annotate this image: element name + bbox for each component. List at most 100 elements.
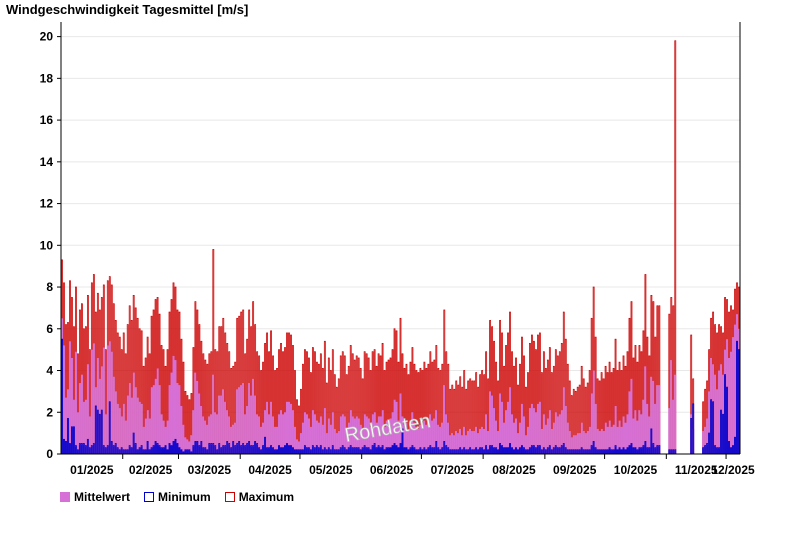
chart-title: Windgeschwindigkeit Tagesmittel [m/s] — [6, 2, 249, 17]
mean-bar — [656, 385, 659, 454]
mean-bar — [104, 414, 107, 454]
mean-bar — [612, 424, 615, 454]
mean-bar — [270, 401, 273, 454]
mean-bar — [252, 378, 255, 454]
mean-bar — [152, 385, 155, 454]
mean-bar — [174, 360, 177, 454]
mean-bar — [542, 414, 545, 454]
mean-bar — [162, 420, 165, 454]
mean-bar — [250, 395, 253, 454]
mean-bar — [86, 364, 89, 454]
mean-bar — [570, 437, 573, 454]
mean-bar — [634, 410, 637, 454]
mean-bar — [415, 426, 418, 454]
mean-bar — [246, 406, 249, 454]
mean-bar — [574, 435, 577, 454]
mean-bar — [704, 426, 707, 454]
axis-layer: 0 2 4 6 8 10 12 14 16 18 20 01/2025 02/2025 03/2025 04… — [40, 22, 755, 477]
mean-bar — [716, 389, 719, 454]
mean-bar — [720, 364, 723, 454]
mean-bar — [658, 385, 661, 454]
x-tick-label: 09/2025 — [553, 463, 597, 477]
mean-bar — [321, 424, 324, 454]
mean-bar — [128, 383, 131, 454]
mean-bar — [206, 424, 209, 454]
mean-bar — [491, 395, 494, 454]
mean-bar — [732, 337, 735, 454]
mean-bar — [357, 418, 360, 454]
mean-bar — [592, 370, 595, 454]
mean-bar — [503, 422, 506, 454]
mean-bar — [457, 433, 460, 454]
mean-bar — [652, 380, 655, 454]
mean-bar — [590, 393, 593, 454]
mean-bar — [706, 418, 709, 454]
mean-bar — [674, 374, 677, 454]
mean-bar — [546, 418, 549, 454]
mean-bar — [443, 385, 446, 454]
mean-bar — [552, 422, 555, 454]
mean-bar — [337, 431, 340, 454]
mean-bar — [630, 378, 633, 454]
mean-bar — [168, 385, 171, 454]
mean-bar — [642, 399, 645, 454]
legend-label-mean: Mittelwert — [74, 490, 131, 504]
mean-bar — [301, 422, 304, 454]
mean-bar — [499, 393, 502, 454]
mean-bar — [550, 428, 553, 454]
mean-bar — [526, 426, 529, 454]
mean-bar — [94, 387, 97, 454]
mean-bar — [393, 399, 396, 454]
mean-bar — [514, 418, 517, 454]
mean-bar — [463, 426, 466, 454]
mean-bar — [626, 414, 629, 454]
mean-bar — [562, 387, 565, 454]
mean-bar — [624, 422, 627, 454]
mean-bar — [485, 414, 488, 454]
mean-bar — [88, 416, 91, 454]
mean-bar — [371, 414, 374, 454]
mean-bar — [445, 414, 448, 454]
x-tick-label: 03/2025 — [188, 463, 232, 477]
mean-bar — [240, 385, 243, 454]
mean-bar — [544, 424, 547, 454]
y-tick-label: 14 — [40, 155, 54, 169]
mean-bar — [405, 422, 408, 454]
mean-bar — [594, 403, 597, 454]
mean-bar — [80, 374, 83, 454]
mean-bar — [351, 416, 354, 454]
mean-bar — [365, 416, 368, 454]
mean-bar — [120, 416, 123, 454]
mean-bar — [644, 366, 647, 454]
y-tick-label: 8 — [46, 280, 53, 294]
mean-bar — [278, 414, 281, 454]
mean-bar — [200, 406, 203, 454]
mean-bar — [429, 414, 432, 454]
mean-bar — [112, 376, 115, 454]
mean-bar — [274, 426, 277, 454]
mean-bar — [124, 420, 127, 454]
mean-bar — [383, 426, 386, 454]
mean-bar — [236, 389, 239, 454]
mean-bar — [447, 422, 450, 454]
mean-bar — [118, 408, 121, 454]
mean-bar — [172, 355, 175, 454]
mean-bar — [293, 426, 296, 454]
legend-item-min: Minimum — [144, 490, 211, 504]
mean-bar — [61, 318, 63, 454]
mean-bar — [453, 435, 456, 454]
x-tick-label: 07/2025 — [431, 463, 475, 477]
mean-bar — [598, 431, 601, 454]
mean-bar — [377, 416, 380, 454]
y-tick-label: 0 — [46, 447, 53, 461]
mean-bar — [70, 358, 73, 454]
mean-bar — [216, 414, 219, 454]
mean-bar — [425, 424, 428, 454]
legend-swatch-min — [144, 492, 155, 502]
mean-bar — [276, 426, 279, 454]
mean-bar — [319, 416, 322, 454]
x-tick-label: 06/2025 — [370, 463, 414, 477]
mean-bar — [431, 420, 434, 454]
mean-bar — [614, 406, 617, 454]
